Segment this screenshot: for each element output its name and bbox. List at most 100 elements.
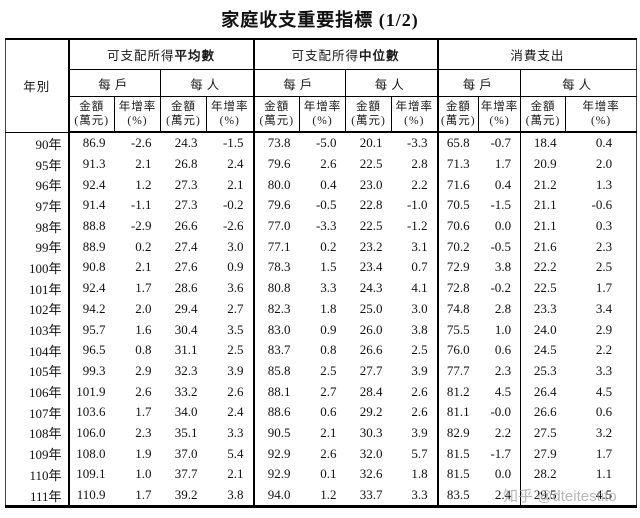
table-row: 95年 91.3 2.1 26.8 2.4 79.6 2.6 22.5 2.8 71.3 1.7 20…: [5, 153, 637, 175]
value-cell: 0.8: [135, 342, 152, 358]
value-cell: 92.4: [82, 280, 106, 296]
value-cell: 1.7: [135, 404, 152, 420]
value-cell: 1.7: [595, 280, 613, 296]
amount-unit-header: 金額 (萬元): [520, 96, 566, 133]
value-cell: 2.9: [135, 362, 152, 378]
table-row: 102年 94.2 2.0 29.4 2.7 82.3 1.8 25.0 3.0 74.8 2.8 2…: [5, 298, 637, 320]
year-cell: 107年: [5, 401, 70, 423]
value-cell: 27.5: [520, 422, 566, 444]
value-cell: 2.5: [227, 342, 244, 358]
value-cell: 26.0: [359, 321, 383, 337]
group-label-bold: 平均數: [174, 49, 216, 63]
value-cell: 39.2: [174, 487, 198, 503]
value-cell: 0.2: [320, 238, 337, 254]
value-cell: 77.0: [252, 215, 300, 237]
value-cell: -0.7: [490, 135, 512, 151]
value-cell: 88.8: [82, 218, 106, 234]
value-cell: -1.0: [406, 197, 428, 213]
value-cell: 0.0: [494, 218, 512, 234]
value-cell: 92.9: [252, 443, 300, 464]
value-cell: 26.8: [174, 156, 198, 172]
value-cell: 3.9: [411, 424, 428, 440]
value-cell: 21.2: [520, 174, 566, 196]
year-cell: 100年: [5, 257, 70, 278]
value-cell: 2.2: [494, 424, 512, 440]
value-cell: 94.0: [252, 484, 300, 507]
value-cell: 25.3: [520, 360, 566, 382]
table-row: 106年 101.9 2.6 33.2 2.6 88.1 2.7 28.4 2.6 81.2 4.5…: [5, 381, 637, 402]
value-cell: 88.6: [252, 401, 300, 423]
value-cell: 71.3: [436, 153, 479, 175]
value-cell: 29.5: [520, 484, 566, 507]
value-cell: 32.3: [174, 362, 198, 378]
value-cell: -2.6: [222, 218, 244, 234]
value-cell: 33.2: [174, 383, 198, 399]
value-cell: 88.1: [252, 381, 300, 402]
value-cell: 78.3: [252, 257, 300, 278]
value-cell: 3.9: [227, 362, 244, 378]
value-cell: 75.5: [436, 319, 479, 340]
year-cell: 97年: [5, 195, 70, 216]
value-cell: 86.9: [82, 135, 106, 151]
value-cell: 80.0: [252, 174, 300, 196]
table-row: 100年 90.8 2.1 27.6 0.9 78.3 1.5 23.4 0.7 72.9 3.8 2…: [5, 257, 637, 278]
value-cell: 3.3: [320, 280, 337, 296]
value-cell: 1.9: [135, 445, 152, 461]
value-cell: 91.4: [82, 197, 106, 213]
value-cell: 77.1: [252, 236, 300, 258]
value-cell: 1.3: [595, 176, 613, 192]
value-cell: 21.6: [520, 236, 566, 258]
value-cell: 22.8: [359, 197, 383, 213]
year-cell: 101年: [5, 277, 70, 299]
value-cell: 91.3: [82, 156, 106, 172]
value-cell: 2.3: [494, 362, 512, 378]
value-cell: 3.1: [411, 238, 428, 254]
watermark: 知乎 @dteitestito: [503, 488, 617, 505]
value-cell: 71.6: [436, 174, 479, 196]
value-cell: -1.5: [490, 197, 512, 213]
value-cell: 2.1: [227, 176, 244, 192]
value-cell: 26.6: [359, 342, 383, 358]
value-cell: 2.6: [411, 383, 428, 399]
value-cell: 90.5: [252, 422, 300, 444]
rate-unit-header: 年增率 (%): [391, 96, 438, 133]
value-cell: 24.3: [174, 135, 198, 151]
table-row: 110年 109.1 1.0 37.7 2.1 92.9 0.1 32.6 1.8 81.5 0.0…: [5, 464, 637, 485]
table-row: 96年 92.4 1.2 27.3 2.1 80.0 0.4 23.0 2.2 71.6 0.4 21…: [5, 174, 637, 196]
value-cell: 3.8: [494, 259, 512, 275]
value-cell: 3.3: [595, 362, 613, 378]
year-cell: 90年: [5, 132, 70, 154]
page-title: 家庭收支重要指標 (1/2): [221, 10, 419, 30]
value-cell: 1.7: [494, 156, 512, 172]
value-cell: 82.3: [252, 298, 300, 320]
value-cell: 22.2: [520, 257, 566, 278]
value-cell: 32.0: [359, 445, 383, 461]
value-cell: -0.5: [315, 197, 337, 213]
year-cell: 104年: [5, 339, 70, 361]
value-cell: 0.3: [595, 218, 613, 234]
value-cell: -1.7: [490, 445, 512, 461]
value-cell: 1.0: [135, 466, 152, 482]
value-cell: 0.9: [227, 259, 244, 275]
value-cell: 1.5: [320, 259, 337, 275]
sub-header-per-household: 每戶: [252, 69, 346, 97]
value-cell: 101.9: [76, 383, 106, 399]
year-cell: 99年: [5, 236, 70, 258]
sub-header-per-person: 每人: [520, 69, 637, 97]
value-cell: 106.0: [76, 424, 106, 440]
table-row: 101年 92.4 1.7 28.6 3.6 80.8 3.3 24.3 4.1 72.8 -0.2…: [5, 277, 637, 299]
group-label-prefix: 可支配所得: [291, 49, 360, 63]
value-cell: -1.1: [130, 197, 152, 213]
value-cell: 1.7: [135, 487, 152, 503]
value-cell: 90.8: [82, 259, 106, 275]
table-row: 97年 91.4 -1.1 27.3 -0.2 79.6 -0.5 22.8 -1.0 70.5-…: [5, 195, 637, 216]
value-cell: 2.9: [595, 321, 613, 337]
value-cell: 96.5: [82, 342, 106, 358]
value-cell: -0.2: [490, 280, 512, 296]
value-cell: 99.3: [82, 362, 106, 378]
year-cell: 110年: [5, 464, 70, 485]
rate-unit-header: 年增率 (%): [205, 96, 254, 133]
value-cell: 110.9: [76, 487, 106, 503]
value-cell: -2.9: [130, 218, 152, 234]
